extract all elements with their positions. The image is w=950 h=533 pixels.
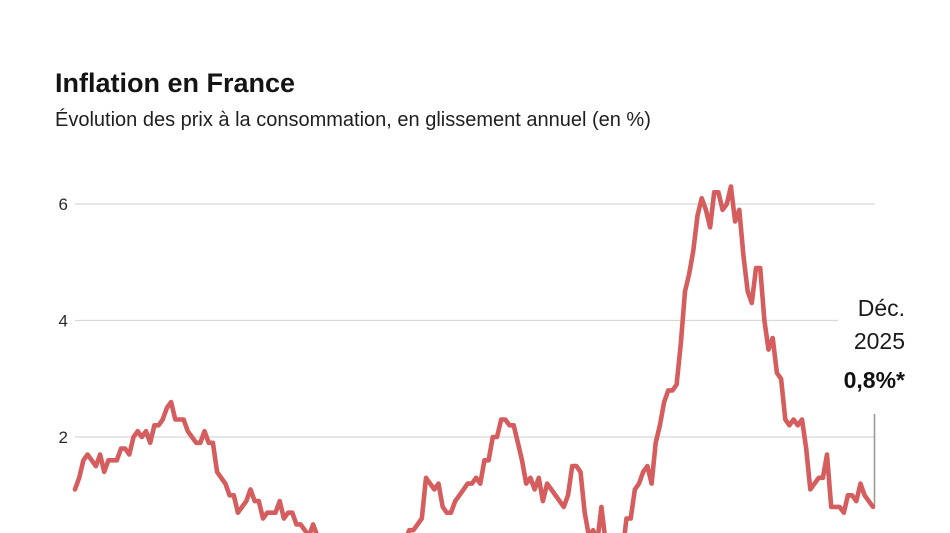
y-axis-gridlines [75,203,875,438]
annotation-value: 0,8%* [843,367,905,393]
y-axis-tick-label: 4 [59,312,68,331]
inflation-data-line [72,184,876,533]
y-axis-tick-label: 2 [59,428,68,447]
page-title: Inflation en France [55,68,296,99]
y-axis-tick-label: 6 [59,195,68,214]
last-value-annotation: Déc. 2025 0,8%* [837,292,905,394]
y-axis-tick-labels: 2 4 6 [59,195,68,447]
annotation-month: Déc. [857,295,905,321]
page-subtitle: Évolution des prix à la consommation, en… [55,109,651,131]
annotation-year: 2025 [853,328,905,354]
